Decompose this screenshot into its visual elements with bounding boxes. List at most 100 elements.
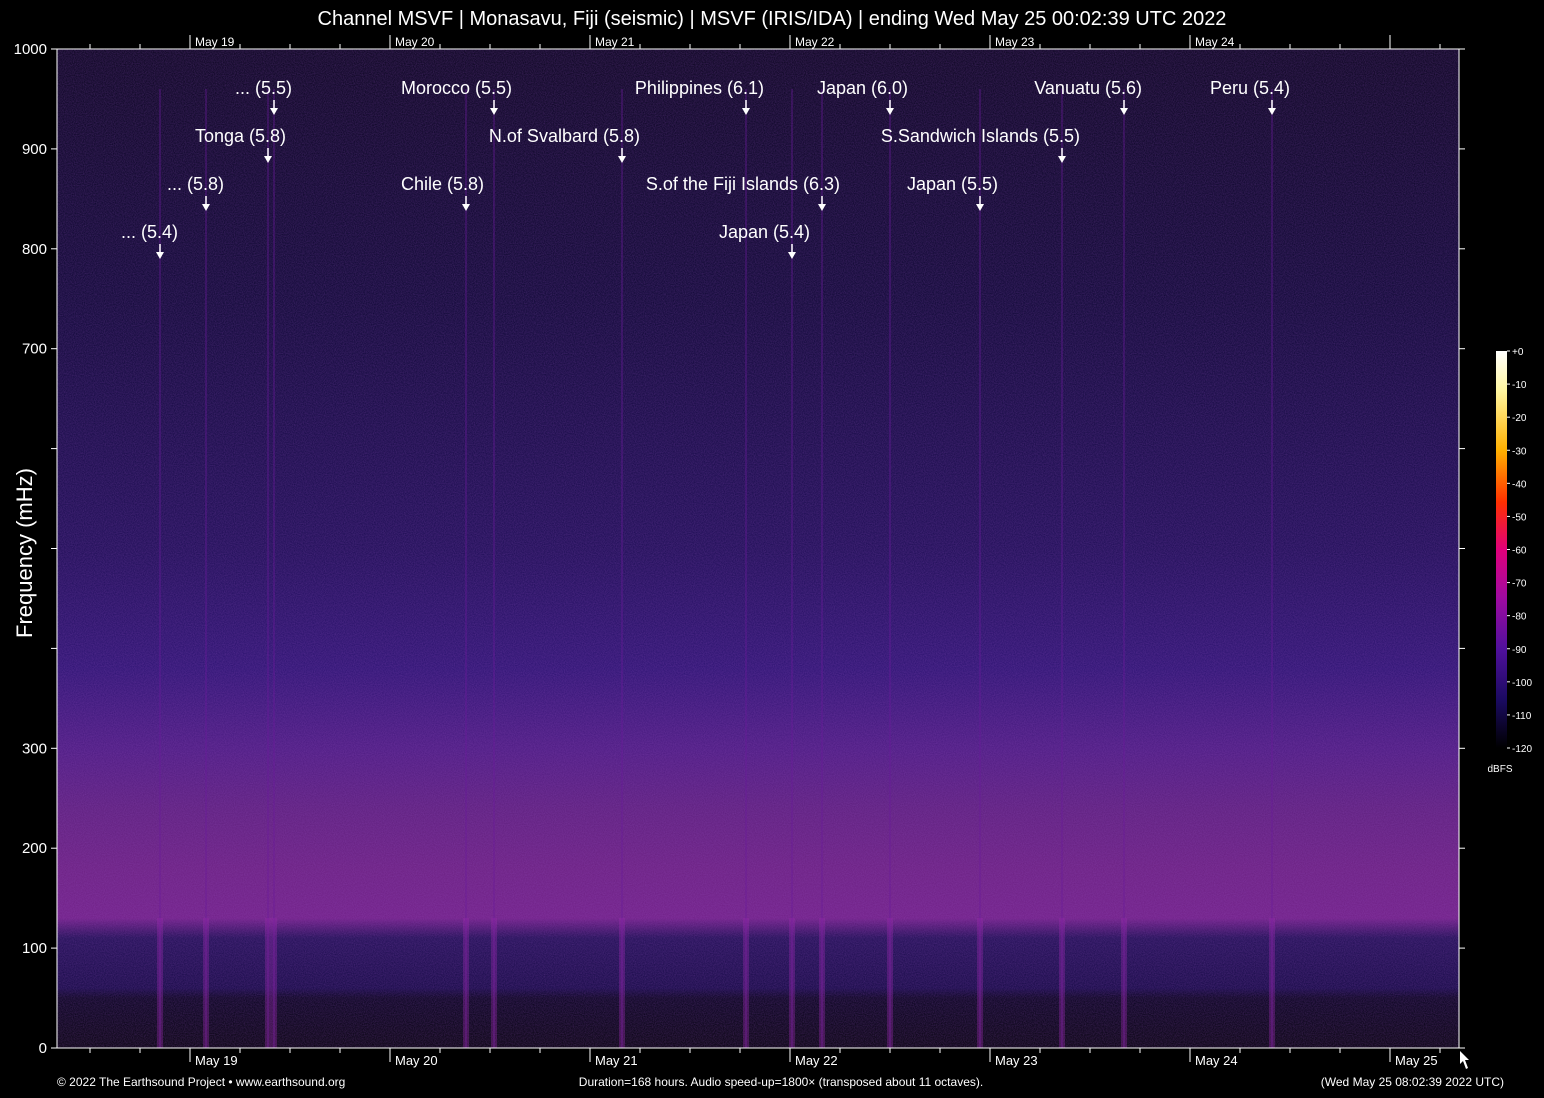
- event-arrow-icon: [1058, 156, 1066, 163]
- event-streak: [889, 89, 891, 1048]
- y-axis-label: Frequency (mHz): [12, 468, 37, 638]
- event-streak-low: [1121, 918, 1127, 1048]
- event-streak: [493, 89, 495, 1048]
- event-arrow-icon: [618, 156, 626, 163]
- y-tick-label: 900: [22, 141, 47, 158]
- event-streak-low: [887, 918, 893, 1048]
- y-tick-label: 200: [22, 840, 47, 857]
- event-label: Vanuatu (5.6): [1034, 78, 1142, 98]
- y-tick-label: 700: [22, 341, 47, 358]
- event-streak: [979, 89, 981, 1048]
- event-arrow-icon: [976, 204, 984, 211]
- event-streak-low: [463, 918, 469, 1048]
- event-streak-low: [1269, 918, 1275, 1048]
- event-label: ... (5.5): [235, 78, 292, 98]
- event-arrow-icon: [1120, 108, 1128, 115]
- colorbar-tick-label: -50: [1512, 512, 1527, 523]
- colorbar-tick-label: +0: [1512, 347, 1524, 358]
- event-streak-low: [271, 918, 277, 1048]
- y-tick-label: 300: [22, 740, 47, 757]
- event-arrow-icon: [462, 204, 470, 211]
- event-streak-low: [743, 918, 749, 1048]
- event-label: Japan (5.5): [907, 174, 998, 194]
- event-label: ... (5.4): [121, 222, 178, 242]
- event-label: ... (5.8): [167, 174, 224, 194]
- colorbar-tick-label: -30: [1512, 446, 1527, 457]
- event-streak-low: [203, 918, 209, 1048]
- x-tick-label-top: May 21: [595, 35, 635, 49]
- event-streak: [465, 89, 467, 1048]
- colorbar-tick-label: -90: [1512, 645, 1527, 656]
- footer-copyright: © 2022 The Earthsound Project • www.eart…: [57, 1075, 346, 1089]
- x-tick-label-bottom: May 21: [595, 1053, 638, 1068]
- event-arrow-icon: [886, 108, 894, 115]
- x-tick-label-bottom: May 25: [1395, 1053, 1438, 1068]
- y-tick-label: 800: [22, 241, 47, 258]
- event-streak-low: [819, 918, 825, 1048]
- colorbar-tick-label: -70: [1512, 579, 1527, 590]
- event-arrow-icon: [264, 156, 272, 163]
- x-tick-label-top: May 22: [795, 35, 835, 49]
- x-tick-label-top: May 23: [995, 35, 1035, 49]
- event-streak: [159, 89, 161, 1048]
- event-arrow-icon: [490, 108, 498, 115]
- colorbar-unit: dBFS: [1487, 764, 1512, 775]
- y-tick-label: 100: [22, 940, 47, 957]
- event-streak-low: [491, 918, 497, 1048]
- event-label: Japan (6.0): [817, 78, 908, 98]
- colorbar-tick-label: -110: [1512, 711, 1532, 722]
- pointer-icon: [1460, 1051, 1469, 1069]
- colorbar-tick-label: -100: [1512, 678, 1532, 689]
- event-arrow-icon: [202, 204, 210, 211]
- event-arrow-icon: [742, 108, 750, 115]
- event-label: Tonga (5.8): [195, 126, 286, 146]
- x-tick-label-bottom: May 20: [395, 1053, 438, 1068]
- event-label: Peru (5.4): [1210, 78, 1290, 98]
- event-label: Morocco (5.5): [401, 78, 512, 98]
- event-streak: [1271, 89, 1273, 1048]
- x-tick-label-bottom: May 22: [795, 1053, 838, 1068]
- event-streak: [745, 89, 747, 1048]
- event-arrow-icon: [1268, 108, 1276, 115]
- event-label: Chile (5.8): [401, 174, 484, 194]
- x-tick-label-top: May 19: [195, 35, 235, 49]
- event-label: Japan (5.4): [719, 222, 810, 242]
- event-arrow-icon: [156, 252, 164, 259]
- event-streak-low: [1059, 918, 1065, 1048]
- event-label: S.of the Fiji Islands (6.3): [646, 174, 840, 194]
- event-streak: [1123, 89, 1125, 1048]
- event-streak: [821, 89, 823, 1048]
- event-streak-low: [619, 918, 625, 1048]
- colorbar-tick-label: -60: [1512, 546, 1527, 557]
- colorbar-tick-label: -40: [1512, 479, 1527, 490]
- colorbar: [1496, 351, 1507, 748]
- footer-duration: Duration=168 hours. Audio speed-up=1800×…: [578, 1075, 984, 1089]
- colorbar-tick-label: -80: [1512, 612, 1527, 623]
- event-streak-low: [789, 918, 795, 1048]
- colorbar-tick-label: -20: [1512, 413, 1527, 424]
- event-arrow-icon: [818, 204, 826, 211]
- y-tick-label: 1000: [14, 41, 47, 58]
- event-streak-low: [265, 918, 271, 1048]
- colorbar-tick-label: -10: [1512, 380, 1527, 391]
- footer-timestamp: (Wed May 25 08:02:39 2022 UTC): [1320, 1075, 1504, 1089]
- x-tick-label-bottom: May 24: [1195, 1053, 1238, 1068]
- event-arrow-icon: [788, 252, 796, 259]
- x-tick-label-top: May 24: [1195, 35, 1235, 49]
- event-streak-low: [977, 918, 983, 1048]
- event-streak: [1061, 89, 1063, 1048]
- event-streak: [621, 89, 623, 1048]
- x-tick-label-bottom: May 23: [995, 1053, 1038, 1068]
- spectrogram-noise: [57, 49, 1459, 1048]
- event-streak: [791, 89, 793, 1048]
- x-tick-label-bottom: May 19: [195, 1053, 238, 1068]
- chart-title: Channel MSVF | Monasavu, Fiji (seismic) …: [317, 8, 1227, 30]
- event-arrow-icon: [270, 108, 278, 115]
- event-streak: [273, 89, 275, 1048]
- event-label: S.Sandwich Islands (5.5): [881, 126, 1080, 146]
- x-tick-label-top: May 20: [395, 35, 435, 49]
- event-streak: [205, 89, 207, 1048]
- y-tick-label: 0: [39, 1040, 47, 1057]
- colorbar-tick-label: -120: [1512, 744, 1532, 755]
